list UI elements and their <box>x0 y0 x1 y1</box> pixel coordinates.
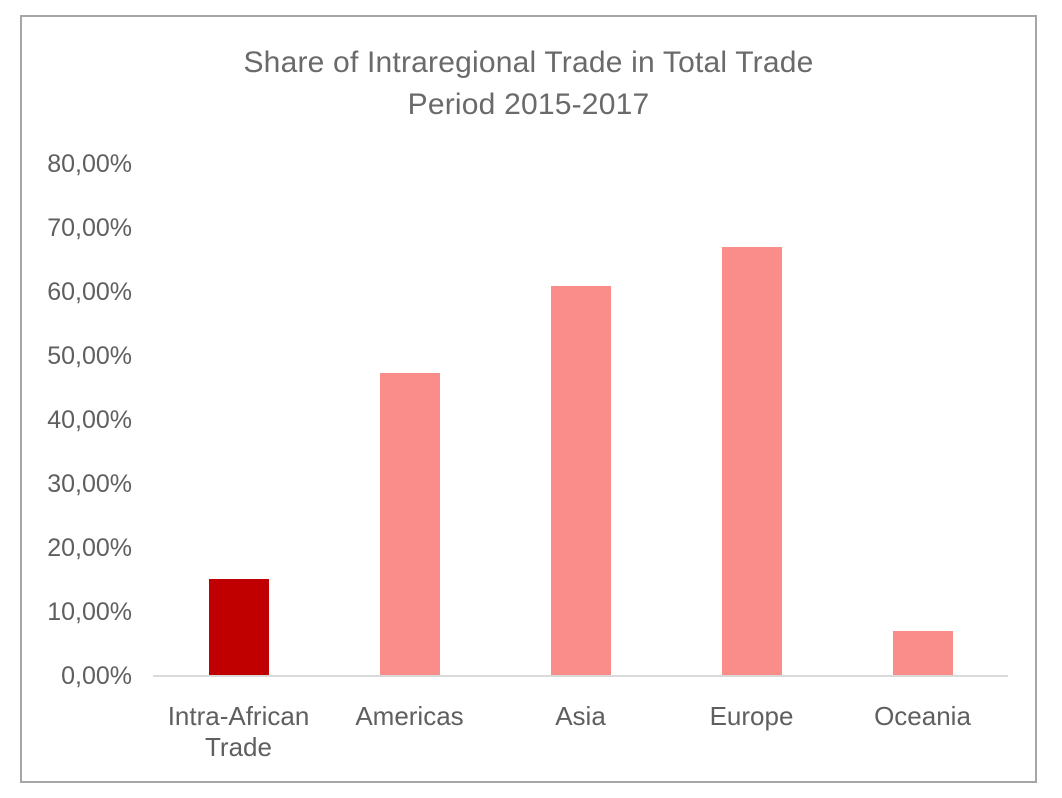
x-axis-label-americas: Americas <box>355 701 464 731</box>
bar-europe <box>721 247 782 676</box>
x-axis-label-europe: Europe <box>709 701 794 731</box>
y-tick-label-60: 60,00% <box>47 278 132 306</box>
chart-frame <box>20 15 1037 783</box>
x-axis-label-asia: Asia <box>555 701 606 731</box>
y-tick-label-20: 20,00% <box>47 534 132 562</box>
chart-title-line2: Period 2015-2017 <box>407 88 650 121</box>
y-tick-label-50: 50,00% <box>47 342 132 370</box>
y-tick-label-10: 10,00% <box>47 598 132 626</box>
bar-oceania <box>892 631 953 676</box>
y-tick-label-40: 40,00% <box>47 406 132 434</box>
bar-intra-african-trade <box>208 578 269 676</box>
x-axis-label-oceania: Oceania <box>874 701 971 731</box>
y-tick-label-30: 30,00% <box>47 470 132 498</box>
x-axis-line <box>153 675 1008 677</box>
chart-title-line1: Share of Intraregional Trade in Total Tr… <box>243 46 814 79</box>
chart-title: Share of Intraregional Trade in Total Tr… <box>20 42 1037 126</box>
y-tick-label-0: 0,00% <box>61 662 132 690</box>
bar-americas <box>379 373 440 676</box>
y-tick-label-80: 80,00% <box>47 150 132 178</box>
y-tick-label-70: 70,00% <box>47 214 132 242</box>
bar-asia <box>550 285 611 676</box>
x-axis-label-intra-african-trade: Intra-African Trade <box>167 701 310 762</box>
